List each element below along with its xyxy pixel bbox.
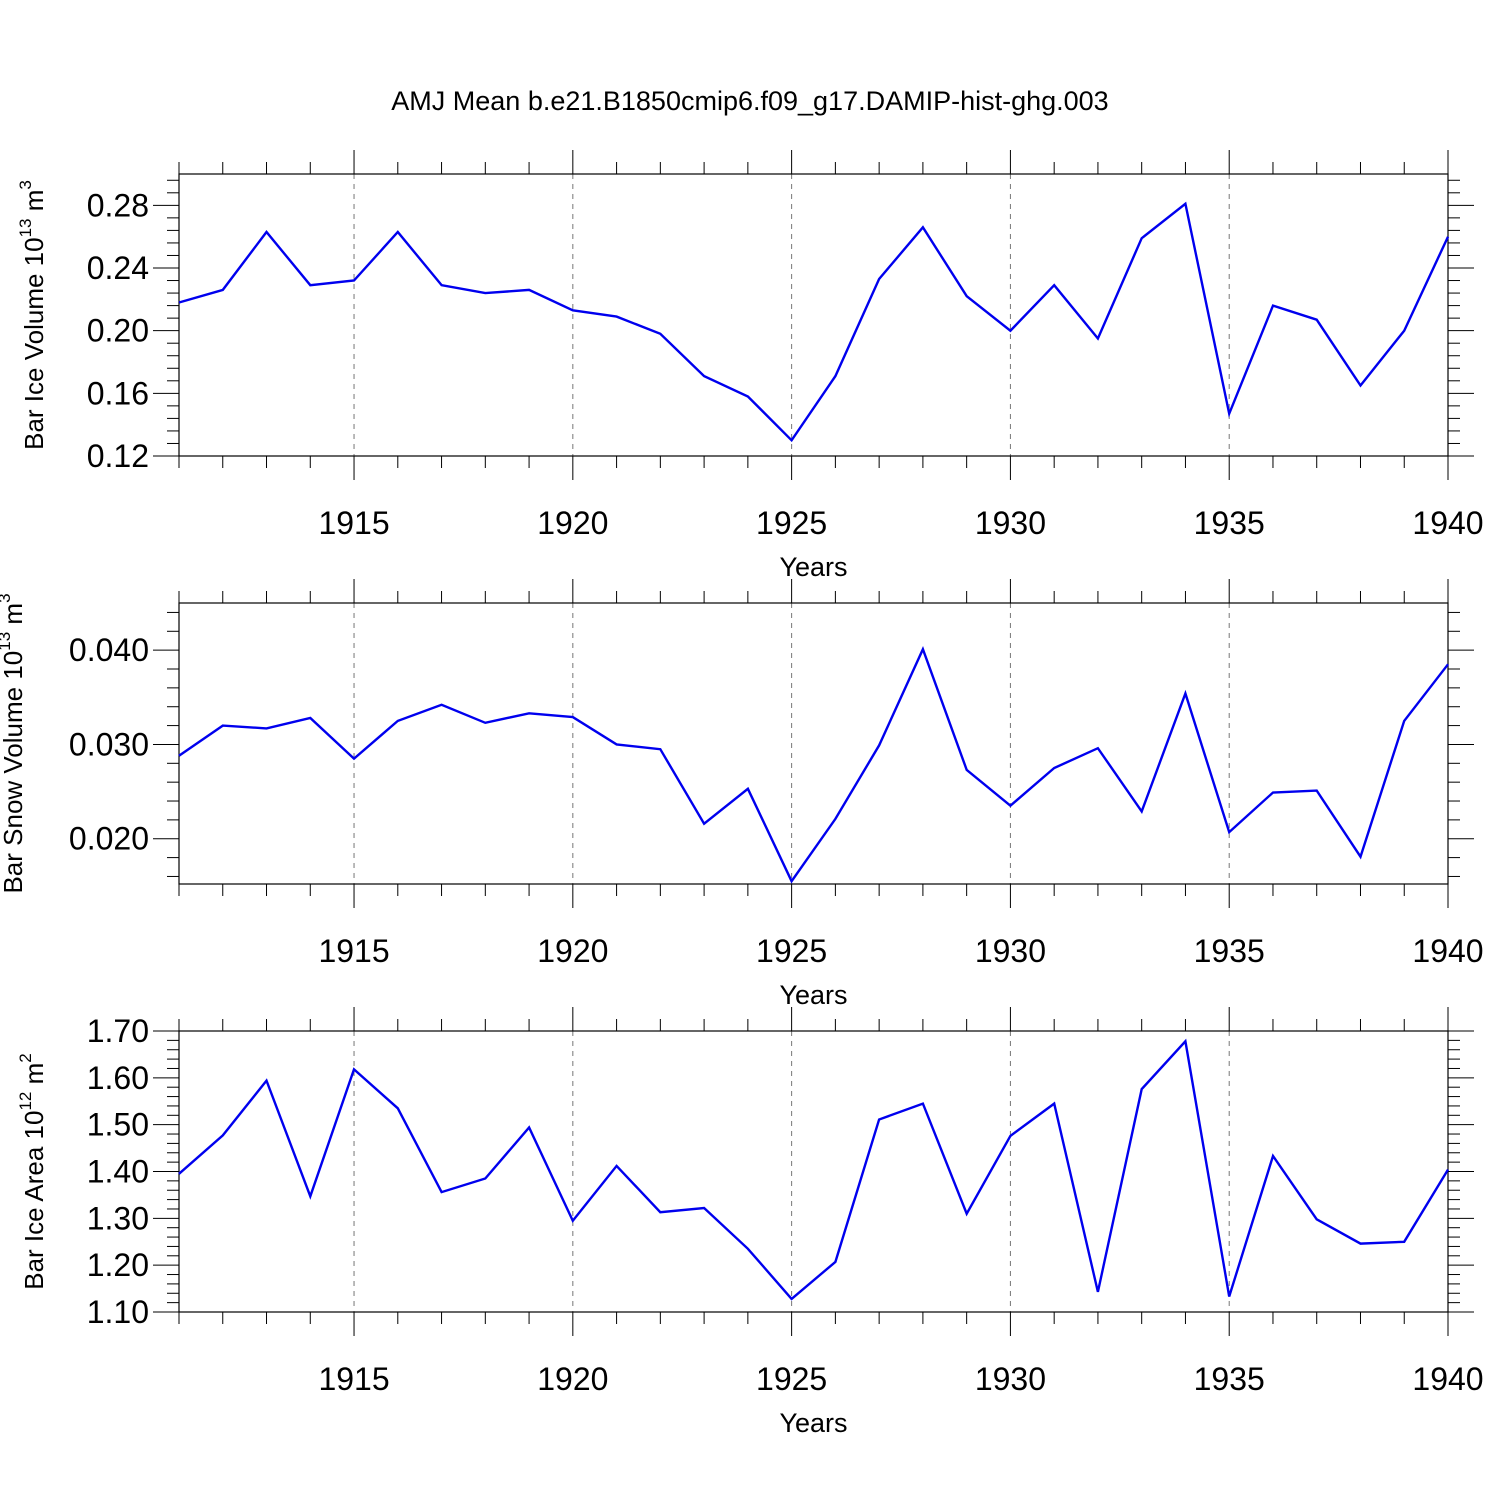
y-tick-label: 1.20	[87, 1247, 149, 1283]
x-tick-label: 1930	[975, 1361, 1046, 1397]
y-axis-label-unit-exponent: 3	[0, 593, 14, 602]
y-tick-label: 1.70	[87, 1013, 149, 1049]
x-tick-label: 1915	[318, 1361, 389, 1397]
x-tick-label: 1920	[537, 505, 608, 541]
x-tick-label: 1925	[756, 933, 827, 969]
y-axis-label-unit: m	[19, 1063, 49, 1092]
series-line	[178, 201, 1450, 443]
x-axis-label: Years	[779, 1408, 847, 1438]
x-tick-label: 1935	[1194, 1361, 1265, 1397]
y-tick-label: 1.50	[87, 1107, 149, 1143]
x-axis-label: Years	[779, 552, 847, 582]
y-axis-label: Bar Ice Volume 1013 m3	[16, 180, 49, 450]
panel-2: 0.020 0.030 0.040 1915 1920 1925 1930 1935 1940 Y…	[0, 579, 1484, 1010]
y-tick-label: 0.040	[69, 632, 149, 668]
y-tick-label: 0.030	[69, 726, 149, 762]
x-tick-label: 1915	[318, 933, 389, 969]
x-axis-label: Years	[779, 980, 847, 1010]
y-axis-label-unit-exponent: 2	[16, 1053, 35, 1062]
series-line	[178, 1038, 1450, 1301]
y-tick-label: 0.020	[69, 821, 149, 857]
y-axis-label: Bar Snow Volume 1013 m3	[0, 593, 28, 893]
y-tick-label: 1.40	[87, 1154, 149, 1190]
y-tick-label: 0.16	[87, 375, 149, 411]
x-tick-label: 1930	[975, 933, 1046, 969]
x-tick-label: 1920	[537, 1361, 608, 1397]
x-tick-label: 1940	[1412, 933, 1483, 969]
y-axis-label-text: Bar Ice Volume 10	[19, 237, 49, 449]
y-tick-label: 1.60	[87, 1060, 149, 1096]
x-tick-label: 1935	[1194, 933, 1265, 969]
x-tick-label: 1925	[756, 1361, 827, 1397]
y-axis-label-unit: m	[0, 603, 28, 632]
y-axis-label-unit: m	[19, 190, 49, 219]
x-tick-label: 1920	[537, 933, 608, 969]
y-tick-label: 0.20	[87, 313, 149, 349]
plot-frame	[178, 602, 1449, 885]
y-axis-label-exponent: 13	[0, 632, 14, 651]
panels: 0.12 0.16 0.20 0.24 0.28 1915 1920 1925 1930 1935…	[0, 150, 1484, 1438]
y-tick-label: 0.24	[87, 250, 149, 286]
x-tick-label: 1935	[1194, 505, 1265, 541]
x-tick-label: 1940	[1412, 505, 1483, 541]
panel-1: 0.12 0.16 0.20 0.24 0.28 1915 1920 1925 1930 1935…	[16, 150, 1484, 582]
panel-3: 1.10 1.20 1.30 1.40 1.50 1.60 1.70 1915 1920 1925…	[16, 1007, 1484, 1438]
plot-frame	[178, 173, 1449, 457]
y-tick-label: 1.10	[87, 1294, 149, 1330]
y-axis-label-text: Bar Ice Area 10	[19, 1111, 49, 1290]
y-axis-label-exponent: 12	[16, 1092, 35, 1111]
x-tick-label: 1940	[1412, 1361, 1483, 1397]
figure-title: AMJ Mean b.e21.B1850cmip6.f09_g17.DAMIP-…	[391, 86, 1108, 116]
y-axis-label: Bar Ice Area 1012 m2	[16, 1053, 49, 1290]
x-tick-label: 1930	[975, 505, 1046, 541]
series-line	[178, 646, 1449, 884]
y-tick-label: 1.30	[87, 1200, 149, 1236]
plot-frame	[178, 1030, 1449, 1313]
y-axis-label-unit-exponent: 3	[16, 180, 35, 189]
x-tick-label: 1915	[318, 505, 389, 541]
x-tick-label: 1925	[756, 505, 827, 541]
y-axis-label-text: Bar Snow Volume 10	[0, 651, 28, 894]
y-axis-label-exponent: 13	[16, 218, 35, 237]
y-tick-label: 0.12	[87, 438, 149, 474]
y-tick-label: 0.28	[87, 187, 149, 223]
